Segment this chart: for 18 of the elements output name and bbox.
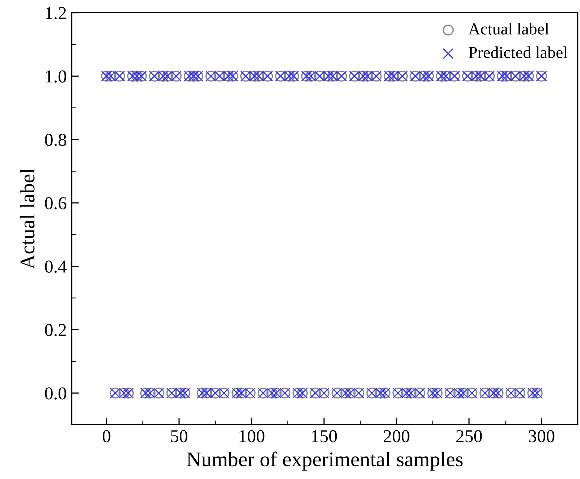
y-tick-label: 0.8 <box>45 134 66 146</box>
legend-label: Predicted label <box>468 46 568 58</box>
x-tick-label: 200 <box>384 430 410 443</box>
y-tick-label: 0.0 <box>45 388 66 400</box>
x-tick-label: 0 <box>102 430 111 443</box>
x-tick-label: 300 <box>529 430 555 443</box>
y-tick-label: 1.2 <box>46 7 66 20</box>
y-tick-label: 0.6 <box>45 197 67 210</box>
x-axis-title: Number of experimental samples <box>187 452 463 471</box>
x-tick-label: 150 <box>312 430 338 443</box>
y-tick-label: 0.2 <box>45 324 66 336</box>
x-tick-label: 250 <box>456 430 482 443</box>
y-tick-label: 0.4 <box>45 260 67 274</box>
y-tick-label: 1.0 <box>46 70 66 83</box>
x-tick-label: 100 <box>240 430 265 443</box>
legend-label: Actual label <box>468 23 550 35</box>
y-axis-title: Actual label <box>20 168 35 270</box>
x-tick-label: 50 <box>171 430 188 443</box>
